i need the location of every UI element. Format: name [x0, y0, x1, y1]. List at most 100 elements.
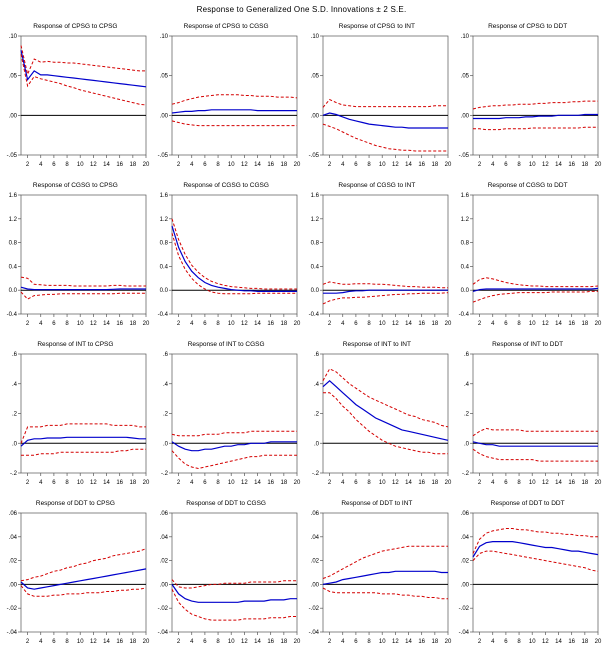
svg-text:20: 20	[444, 480, 451, 486]
svg-text:.10: .10	[310, 34, 319, 40]
subplot-title: Response of CGSG to INT	[338, 182, 416, 189]
svg-text:14: 14	[555, 480, 562, 486]
svg-text:-.02: -.02	[157, 606, 168, 612]
svg-text:2: 2	[177, 162, 181, 168]
irf-subplot: Response of DDT to DDT .06 .04 .02 .00 -.02 -…	[452, 495, 603, 654]
subplot-title: Response of DDT to CGSG	[186, 500, 266, 507]
svg-text:20: 20	[293, 480, 300, 486]
irf-subplot: Response of INT to INT .6 .4 .2 .0 -.2 2 4 6 8 10…	[302, 336, 453, 495]
svg-text:.2: .2	[464, 412, 470, 418]
svg-text:-.04: -.04	[459, 630, 470, 636]
svg-text:14: 14	[405, 162, 412, 168]
svg-text:16: 16	[116, 321, 123, 327]
svg-text:6: 6	[504, 480, 508, 486]
svg-text:6: 6	[504, 639, 508, 645]
svg-text:.06: .06	[9, 511, 18, 517]
subplot-canvas: .6 .4 .2 .0 -.2 2 4 6 8 10 12 14 16 18 20	[311, 352, 451, 486]
svg-text:8: 8	[518, 321, 522, 327]
subplot-title: Response of DDT to DDT	[490, 500, 565, 507]
svg-text:.10: .10	[461, 34, 470, 40]
irf-subplot: Response of CGSG to DDT 1.6 1.2 0.8 0.4 0.0 -…	[452, 177, 603, 336]
svg-text:.06: .06	[159, 511, 168, 517]
svg-text:.06: .06	[310, 511, 319, 517]
subplot-title: Response of CPSG to INT	[338, 23, 415, 30]
svg-text:.4: .4	[313, 382, 319, 388]
svg-text:4: 4	[39, 480, 43, 486]
svg-text:10: 10	[228, 162, 235, 168]
svg-text:2: 2	[177, 480, 181, 486]
svg-text:6: 6	[504, 162, 508, 168]
svg-text:10: 10	[77, 321, 84, 327]
svg-text:2: 2	[26, 480, 30, 486]
svg-text:14: 14	[254, 162, 261, 168]
svg-text:2: 2	[177, 639, 181, 645]
svg-text:14: 14	[254, 480, 261, 486]
svg-text:20: 20	[293, 639, 300, 645]
svg-text:.00: .00	[9, 113, 18, 119]
svg-text:4: 4	[190, 480, 194, 486]
svg-text:-.04: -.04	[7, 630, 18, 636]
svg-text:14: 14	[103, 480, 110, 486]
svg-text:0.0: 0.0	[9, 288, 18, 294]
subplot-title: Response of DDT to INT	[341, 500, 413, 507]
svg-text:.04: .04	[310, 535, 319, 541]
svg-text:18: 18	[431, 162, 438, 168]
svg-text:12: 12	[392, 639, 399, 645]
svg-text:12: 12	[392, 480, 399, 486]
svg-text:18: 18	[280, 321, 287, 327]
svg-text:1.2: 1.2	[159, 217, 168, 223]
svg-text:16: 16	[267, 321, 274, 327]
svg-text:14: 14	[405, 480, 412, 486]
subplot-title: Response of INT to DDT	[492, 341, 564, 348]
svg-text:8: 8	[65, 480, 69, 486]
svg-text:6: 6	[52, 321, 56, 327]
svg-text:6: 6	[203, 480, 207, 486]
svg-text:8: 8	[518, 639, 522, 645]
svg-text:20: 20	[595, 480, 602, 486]
svg-text:-.02: -.02	[308, 606, 319, 612]
svg-text:.05: .05	[310, 74, 319, 80]
svg-text:6: 6	[52, 639, 56, 645]
svg-text:6: 6	[203, 321, 207, 327]
svg-text:10: 10	[529, 321, 536, 327]
svg-text:8: 8	[216, 162, 220, 168]
subplot-title: Response of DDT to CPSG	[35, 500, 115, 507]
svg-text:4: 4	[341, 321, 345, 327]
svg-text:8: 8	[367, 480, 371, 486]
svg-text:8: 8	[518, 480, 522, 486]
subplot-title: Response of CPSG to CGSG	[183, 23, 269, 30]
svg-text:8: 8	[65, 639, 69, 645]
svg-text:10: 10	[77, 162, 84, 168]
svg-text:16: 16	[569, 321, 576, 327]
svg-text:4: 4	[491, 480, 495, 486]
svg-text:.10: .10	[9, 34, 18, 40]
svg-text:.6: .6	[163, 352, 169, 358]
subplot-canvas: .6 .4 .2 .0 -.2 2 4 6 8 10 12 14 16 18 20	[462, 352, 602, 486]
irf-subplot: Response of INT to DDT .6 .4 .2 .0 -.2 2 4 6 8 10…	[452, 336, 603, 495]
svg-text:20: 20	[595, 321, 602, 327]
svg-text:0.0: 0.0	[310, 288, 319, 294]
svg-text:14: 14	[103, 162, 110, 168]
svg-text:4: 4	[39, 162, 43, 168]
svg-text:16: 16	[116, 162, 123, 168]
svg-text:12: 12	[392, 321, 399, 327]
irf-subplot: Response of DDT to CPSG .06 .04 .02 .00 -.02…	[0, 495, 151, 654]
svg-text:14: 14	[555, 639, 562, 645]
svg-text:12: 12	[90, 162, 97, 168]
svg-text:14: 14	[254, 639, 261, 645]
svg-text:.00: .00	[159, 113, 168, 119]
svg-text:12: 12	[542, 321, 549, 327]
svg-text:2: 2	[26, 162, 30, 168]
svg-text:20: 20	[444, 162, 451, 168]
svg-text:6: 6	[354, 480, 358, 486]
svg-text:4: 4	[491, 639, 495, 645]
svg-text:.02: .02	[159, 559, 168, 565]
svg-text:1.2: 1.2	[461, 217, 470, 223]
svg-text:8: 8	[518, 162, 522, 168]
svg-text:.02: .02	[9, 559, 18, 565]
svg-text:16: 16	[116, 639, 123, 645]
svg-text:.6: .6	[12, 352, 18, 358]
subplot-title: Response of INT to CPSG	[37, 341, 114, 348]
svg-text:.05: .05	[461, 74, 470, 80]
svg-text:-0.4: -0.4	[308, 312, 319, 318]
